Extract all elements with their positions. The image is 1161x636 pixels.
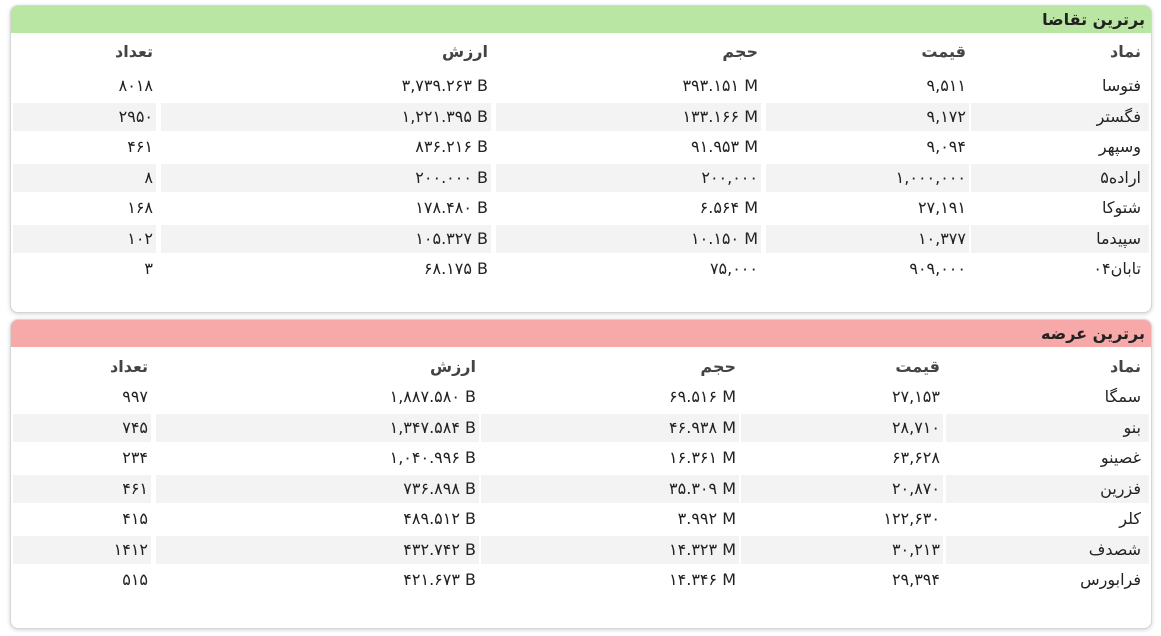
value-cell: ۹,۵۱۱ xyxy=(926,76,966,95)
value-cell: ۷۵,۰۰۰ xyxy=(709,259,758,278)
value-cell: ۱۰۵.۳۲۷ B xyxy=(161,224,491,253)
symbol-cell: سپیدما xyxy=(971,224,1149,253)
symbol-cell: فرابورس xyxy=(1080,570,1141,589)
column-header: تعداد xyxy=(115,42,153,61)
table-panel: برترین عرضه نماد قیمت حجم ارزش تعداد سمگا ۲۷,۱۵… xyxy=(10,319,1152,629)
value-cell: ۴۱۵ xyxy=(122,509,148,528)
value-cell: ۹,۱۷۲ xyxy=(766,102,969,131)
value-cell: ۳۹۳.۱۵۱ M xyxy=(682,76,758,95)
column-header: حجم xyxy=(700,357,736,376)
value-cell: ۴۶۱ xyxy=(127,137,153,156)
panel-title: برترین تقاضا xyxy=(1042,10,1145,29)
value-cell: ۲۰۰.۰۰۰ B xyxy=(161,163,491,192)
value-cell: ۹۹۷ xyxy=(122,387,148,406)
column-header: نماد xyxy=(1110,42,1141,61)
value-cell: ۳ xyxy=(144,259,153,278)
value-cell: ۱۳۳.۱۶۶ M xyxy=(496,102,761,131)
value-cell: ۹۰۹,۰۰۰ xyxy=(909,259,966,278)
panel-header xyxy=(11,320,1151,347)
value-cell: ۶۹.۵۱۶ M xyxy=(669,387,736,406)
value-cell: ۸۳۶.۲۱۶ B xyxy=(415,137,488,156)
symbol-cell: غصینو xyxy=(1100,448,1141,467)
panel-header xyxy=(11,6,1151,33)
value-cell: ۸۰۱۸ xyxy=(118,76,153,95)
symbol-cell: سمگا xyxy=(1104,387,1141,406)
value-cell: ۳۰,۲۱۳ xyxy=(741,535,943,564)
value-cell: ۱۶۸ xyxy=(127,198,153,217)
value-cell: ۲۹۵۰ xyxy=(13,102,156,131)
column-header: ارزش xyxy=(430,357,476,376)
value-cell: ۱,۸۸۷.۵۸۰ B xyxy=(389,387,476,406)
column-header: نماد xyxy=(1110,357,1141,376)
value-cell: ۲۰۰,۰۰۰ xyxy=(496,163,761,192)
value-cell: ۳,۷۳۹.۲۶۳ B xyxy=(401,76,488,95)
value-cell: ۱,۰۴۰.۹۹۶ B xyxy=(389,448,476,467)
value-cell: ۱۲۲,۶۳۰ xyxy=(883,509,940,528)
value-cell: ۲۷,۱۹۱ xyxy=(917,198,966,217)
value-cell: ۹,۰۹۴ xyxy=(926,137,966,156)
value-cell: ۶۸.۱۷۵ B xyxy=(423,259,488,278)
value-cell: ۲۳۴ xyxy=(122,448,148,467)
value-cell: ۴۳۲.۷۴۲ B xyxy=(156,535,479,564)
symbol-cell: کلر xyxy=(1119,509,1141,528)
symbol-cell: فتوسا xyxy=(1101,76,1141,95)
symbol-cell: شصدف xyxy=(946,535,1149,564)
column-header: حجم xyxy=(722,42,758,61)
value-cell: ۴۲۱.۶۷۳ B xyxy=(403,570,476,589)
column-header: قیمت xyxy=(895,357,940,376)
symbol-cell: شتوکا xyxy=(1102,198,1141,217)
value-cell: ۳۵.۳۰۹ M xyxy=(481,474,739,503)
value-cell: ۴۸۹.۵۱۲ B xyxy=(403,509,476,528)
value-cell: ۱۷۸.۴۸۰ B xyxy=(415,198,488,217)
value-cell: ۶.۵۶۴ M xyxy=(699,198,758,217)
value-cell: ۱۰,۳۷۷ xyxy=(766,224,969,253)
column-header: قیمت xyxy=(921,42,966,61)
value-cell: ۲۰,۸۷۰ xyxy=(741,474,943,503)
symbol-cell: اراده۵ xyxy=(971,163,1149,192)
value-cell: ۷۴۵ xyxy=(13,413,151,442)
value-cell: ۱۴.۳۲۳ M xyxy=(481,535,739,564)
value-cell: ۸ xyxy=(13,163,156,192)
table-panel: برترین تقاضا نماد قیمت حجم ارزش تعداد فتوسا ۹,۵… xyxy=(10,5,1152,313)
value-cell: ۲۹,۳۹۴ xyxy=(891,570,940,589)
value-cell: ۳.۹۹۲ M xyxy=(677,509,736,528)
value-cell: ۶۳,۶۲۸ xyxy=(891,448,940,467)
value-cell: ۲۷,۱۵۳ xyxy=(891,387,940,406)
value-cell: ۱۴.۳۴۶ M xyxy=(669,570,736,589)
symbol-cell: وسپهر xyxy=(1098,137,1141,156)
symbol-cell: فزرین xyxy=(946,474,1149,503)
value-cell: ۲۸,۷۱۰ xyxy=(741,413,943,442)
value-cell: ۱۴۱۲ xyxy=(13,535,151,564)
value-cell: ۹۱.۹۵۳ M xyxy=(691,137,758,156)
symbol-cell: تابان۰۴ xyxy=(1093,259,1141,278)
value-cell: ۵۱۵ xyxy=(122,570,148,589)
column-header: تعداد xyxy=(110,357,148,376)
value-cell: ۴۶۱ xyxy=(13,474,151,503)
value-cell: ۱۶.۳۶۱ M xyxy=(669,448,736,467)
value-cell: ۱,۲۲۱.۳۹۵ B xyxy=(161,102,491,131)
value-cell: ۱,۳۴۷.۵۸۴ B xyxy=(156,413,479,442)
panel-title: برترین عرضه xyxy=(1041,324,1145,343)
value-cell: ۷۳۶.۸۹۸ B xyxy=(156,474,479,503)
value-cell: ۱,۰۰۰,۰۰۰ xyxy=(766,163,969,192)
column-header: ارزش xyxy=(442,42,488,61)
value-cell: ۴۶.۹۳۸ M xyxy=(481,413,739,442)
symbol-cell: فگستر xyxy=(971,102,1149,131)
symbol-cell: بنو xyxy=(946,413,1149,442)
value-cell: ۱۰۲ xyxy=(13,224,156,253)
value-cell: ۱۰.۱۵۰ M xyxy=(496,224,761,253)
